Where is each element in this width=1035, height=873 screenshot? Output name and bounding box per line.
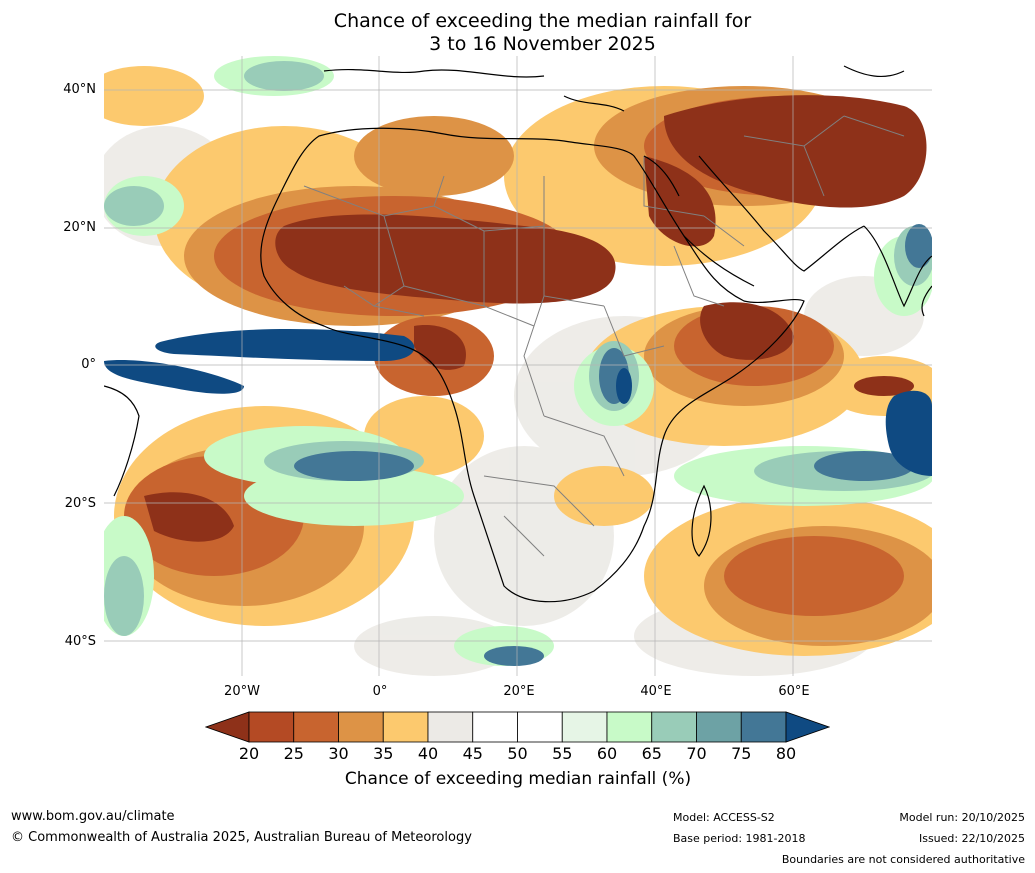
base-period: Base period: 1981-2018 xyxy=(673,832,806,845)
graticule xyxy=(104,56,932,676)
lat-label-40s: 40°S xyxy=(64,634,96,649)
colorbar-label: Chance of exceeding median rainfall (%) xyxy=(344,769,692,789)
issued-date: Issued: 22/10/2025 xyxy=(918,832,1025,845)
colorbar-tick-label: 45 xyxy=(462,744,483,763)
colorbar-tick-label: 60 xyxy=(596,744,618,763)
colorbar-tick-label: 50 xyxy=(507,744,528,763)
colorbar-swatch xyxy=(427,711,474,743)
colorbar-tick-label: 25 xyxy=(283,744,304,763)
colorbar xyxy=(205,711,830,743)
lon-label-40e: 40°E xyxy=(640,684,672,699)
very-dry-regions xyxy=(144,95,927,542)
lon-label-20e: 20°E xyxy=(503,684,535,699)
colorbar-swatch xyxy=(382,711,429,743)
colorbar-swatch xyxy=(696,711,742,743)
colorbar-arrow-low xyxy=(205,711,250,743)
colorbar-tick-label: 35 xyxy=(373,744,394,763)
lon-label-60e: 60°E xyxy=(778,684,810,699)
lat-label-20n: 20°N xyxy=(63,220,96,235)
colorbar-swatch xyxy=(338,711,384,743)
lon-label-20w: 20°W xyxy=(224,684,260,699)
colorbar-arrow-high xyxy=(785,711,830,743)
colorbar-swatch xyxy=(472,711,518,743)
website-link[interactable]: www.bom.gov.au/climate xyxy=(11,809,175,824)
colorbar-swatch xyxy=(606,711,653,743)
colorbar-swatch xyxy=(740,711,787,743)
colorbar-tick-label: 80 xyxy=(775,744,797,763)
colorbar-tick-label: 30 xyxy=(328,744,349,763)
colorbar-swatch xyxy=(293,711,339,743)
colorbar-swatch xyxy=(517,711,563,743)
wet-regions xyxy=(294,224,932,666)
model-run-date: Model run: 20/10/2025 xyxy=(899,811,1025,824)
title-line-1: Chance of exceeding the median rainfall … xyxy=(333,10,752,32)
colorbar-tick-label: 65 xyxy=(641,744,662,763)
colorbar-swatch xyxy=(561,711,608,743)
model-name: Model: ACCESS-S2 xyxy=(673,811,775,824)
lon-label-0: 0° xyxy=(372,684,388,699)
lat-label-40n: 40°N xyxy=(63,82,96,97)
coastlines xyxy=(104,65,932,603)
lat-label-0: 0° xyxy=(81,357,96,372)
colorbar-tick-label: 20 xyxy=(238,744,260,763)
map-title: Chance of exceeding the median rainfall … xyxy=(0,10,1035,56)
rainfall-map xyxy=(104,56,932,676)
title-line-2: 3 to 16 November 2025 xyxy=(429,33,656,55)
colorbar-swatch xyxy=(651,711,697,743)
colorbar-swatch xyxy=(248,711,295,743)
colorbar-tick-label: 40 xyxy=(417,744,439,763)
lat-label-20s: 20°S xyxy=(64,496,96,511)
copyright-text: © Commonwealth of Australia 2025, Austra… xyxy=(11,830,472,845)
country-borders xyxy=(303,115,905,557)
extreme-wet-regions xyxy=(104,329,932,476)
boundary-disclaimer: Boundaries are not considered authoritat… xyxy=(781,853,1025,866)
colorbar-tick-label: 70 xyxy=(686,744,707,763)
colorbar-tick-label: 75 xyxy=(731,744,752,763)
colorbar-tick-label: 55 xyxy=(552,744,573,763)
